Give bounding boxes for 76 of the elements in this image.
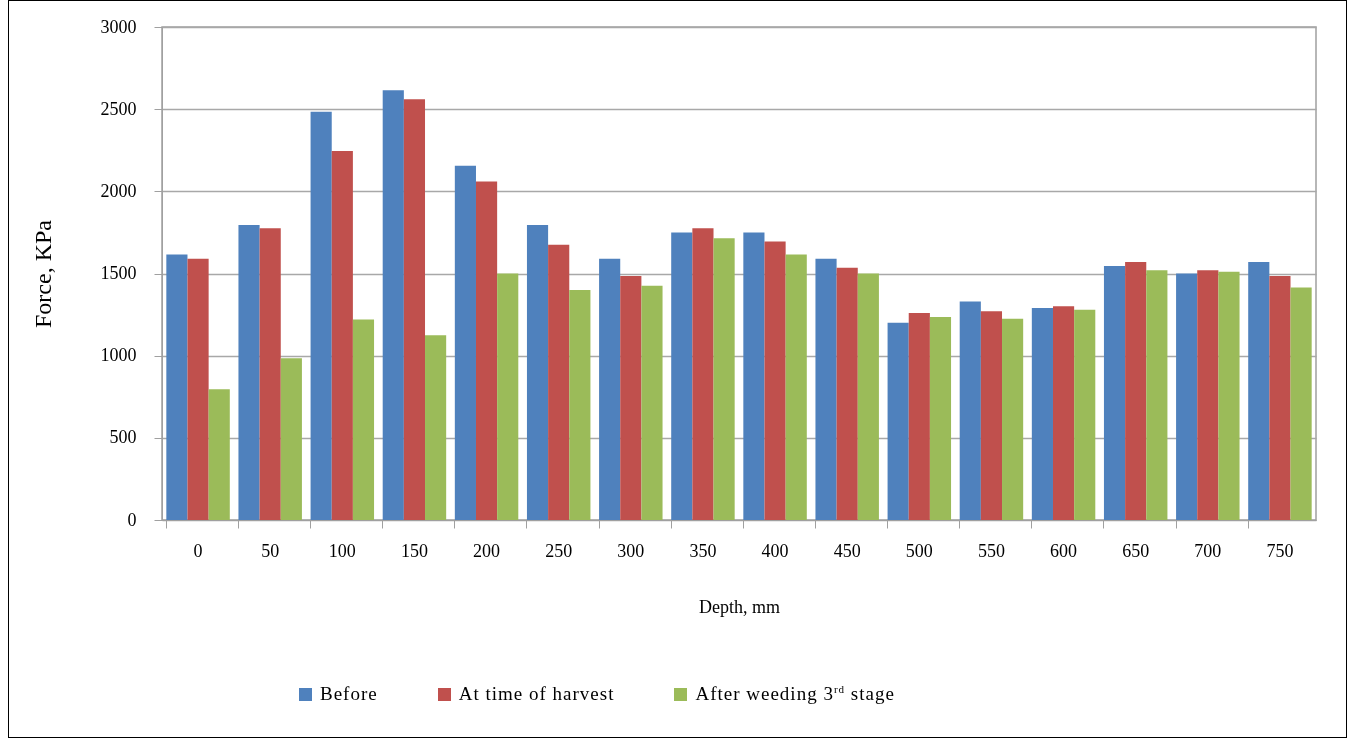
legend-label: At time of harvest: [458, 683, 615, 706]
bar: [815, 258, 837, 520]
bar: [475, 181, 498, 520]
x-tick-label: 0: [193, 540, 203, 561]
bar: [1146, 270, 1168, 520]
bar: [497, 273, 519, 520]
bar: [599, 258, 621, 520]
bar: [1103, 266, 1126, 520]
bar: [713, 238, 735, 520]
bar: [382, 90, 404, 520]
bar: [238, 225, 260, 520]
bar: [548, 244, 570, 520]
x-tick-label: 600: [1050, 540, 1078, 561]
bar: [1290, 287, 1312, 520]
bar: [1002, 318, 1024, 520]
bar: [743, 232, 765, 520]
x-tick-label: 50: [261, 540, 280, 561]
y-tick-label: 1000: [100, 345, 137, 366]
bar: [692, 228, 714, 520]
bar: [1197, 270, 1219, 520]
bar: [671, 232, 693, 520]
x-tick-label: 200: [473, 540, 501, 561]
bar: [980, 311, 1003, 520]
bar: [569, 289, 591, 520]
x-tick-label: 700: [1194, 540, 1222, 561]
bar: [403, 99, 426, 520]
y-tick-label: 1500: [100, 263, 137, 283]
x-tick-label: 550: [977, 540, 1005, 561]
y-tick-label: 3000: [100, 16, 137, 37]
bar: [425, 335, 447, 520]
bar: [526, 225, 549, 520]
bar: [764, 241, 786, 520]
bar: [187, 258, 209, 520]
bar: [959, 301, 981, 520]
bar: [280, 358, 302, 520]
x-tick-label: 100: [328, 540, 356, 561]
bar: [454, 165, 476, 520]
bar: [857, 273, 879, 520]
bar: [929, 317, 952, 520]
bar: [908, 312, 930, 520]
bar: [259, 228, 281, 520]
bar: [641, 285, 663, 520]
x-tick-label: 150: [400, 540, 428, 561]
y-tick-label: 2500: [100, 98, 137, 119]
x-tick-label: 500: [905, 540, 933, 561]
x-tick-label: 250: [545, 540, 573, 561]
y-tick-label: 500: [109, 427, 137, 448]
x-tick-label: 750: [1266, 540, 1294, 561]
bar: [887, 322, 909, 520]
bar: [836, 267, 858, 520]
bar: [1218, 271, 1240, 520]
x-tick-label: 350: [689, 540, 717, 561]
bar: [1125, 262, 1147, 520]
bar: [1176, 273, 1198, 520]
bar: [208, 389, 230, 520]
x-tick-label: 400: [761, 540, 789, 561]
bar: [166, 254, 188, 520]
bar: [310, 111, 332, 520]
bar: [1031, 308, 1053, 520]
y-axis-title: Force, KPa: [29, 219, 56, 328]
x-tick-label: 650: [1122, 540, 1150, 561]
bar: [1074, 309, 1096, 520]
bar: [785, 254, 807, 520]
bar: [1269, 275, 1291, 520]
x-axis-title: Depth, mm: [699, 596, 780, 617]
bar: [331, 151, 353, 520]
bar: [1248, 262, 1270, 520]
bar: [352, 319, 375, 520]
legend-label: Before: [320, 683, 378, 706]
x-tick-label: 450: [833, 540, 861, 561]
legend-label: After weeding 3$^{rd}$ stage: [695, 683, 895, 706]
y-tick-label: 2000: [100, 180, 137, 201]
x-tick-label: 300: [617, 540, 645, 561]
bar: [620, 275, 642, 520]
bar: [1052, 306, 1075, 520]
y-tick-label: 0: [127, 509, 137, 530]
